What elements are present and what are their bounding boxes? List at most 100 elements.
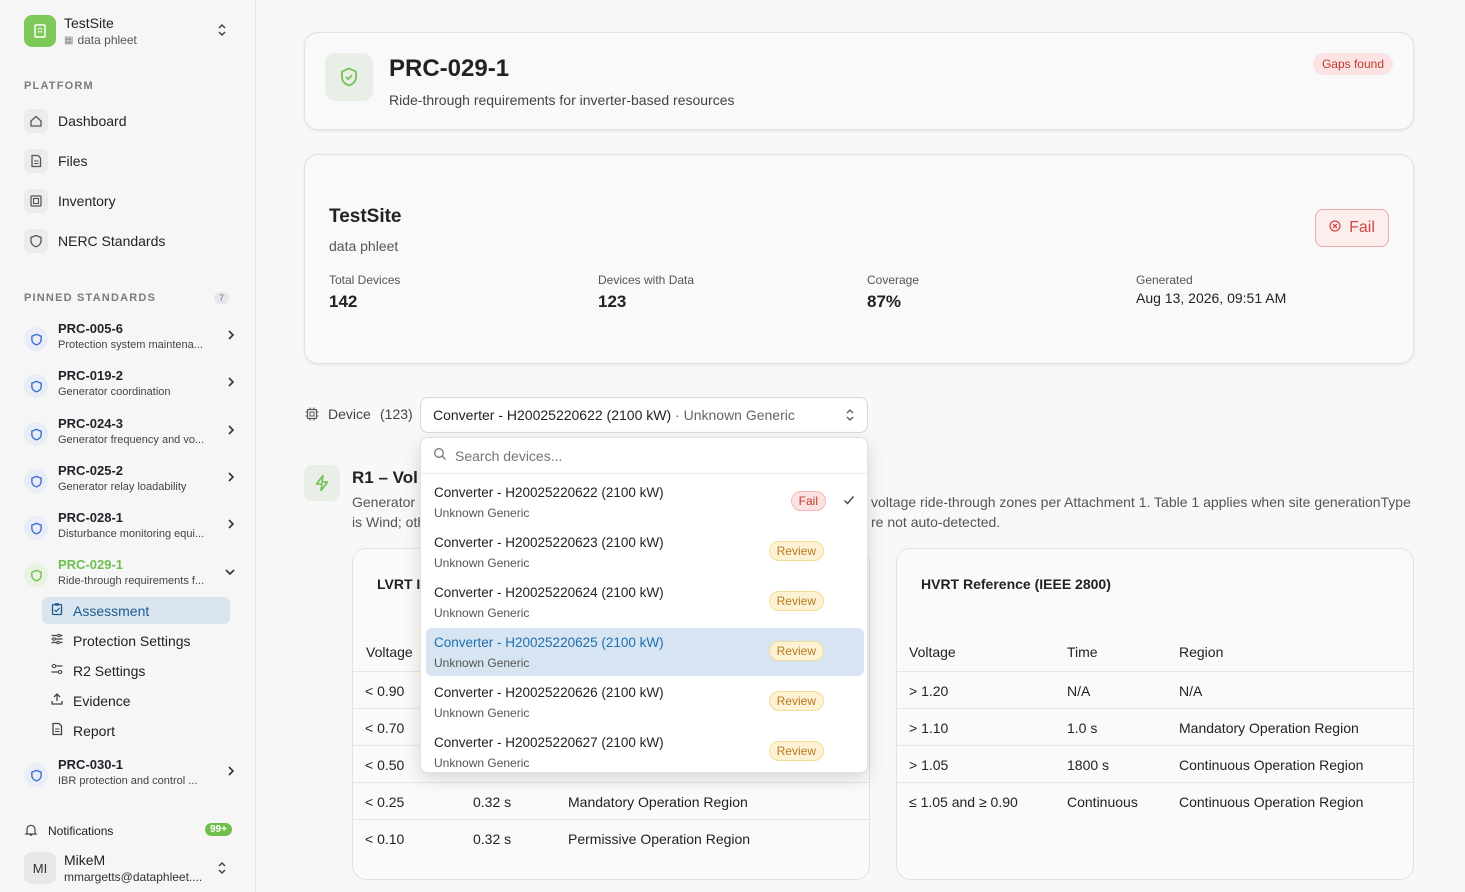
device-option[interactable]: Converter - H20025220623 (2100 kW) Unkno… — [426, 528, 864, 576]
pinned-desc: Disturbance monitoring equi... — [58, 528, 205, 540]
device-option-type: Unknown Generic — [434, 556, 530, 570]
shield-icon — [24, 422, 48, 446]
shield-check-icon — [325, 53, 373, 101]
shield-icon — [24, 516, 48, 540]
hvrt-header-region: Region — [1179, 644, 1224, 660]
shield-icon — [24, 327, 48, 351]
device-select[interactable]: Converter - H20025220622 (2100 kW) · Unk… — [420, 397, 868, 433]
sub-assessment[interactable]: Assessment — [42, 597, 230, 624]
stat-label: Total Devices — [329, 273, 401, 287]
stat-label: Devices with Data — [598, 273, 695, 287]
sliders-icon — [50, 632, 64, 649]
chevron-right-icon — [226, 517, 236, 533]
hvrt-header-time: Time — [1067, 644, 1098, 660]
nav-files[interactable]: Files — [24, 144, 234, 178]
main-content: PRC-029-1 Ride-through requirements for … — [256, 0, 1465, 892]
hvrt-cell-time: Continuous — [1067, 794, 1138, 810]
report-icon — [50, 722, 64, 739]
pinned-prc-005-6[interactable]: PRC-005-6 Protection system maintena... — [24, 321, 238, 361]
fail-status-label: Fail — [1349, 219, 1375, 236]
nav-inventory-label: Inventory — [58, 193, 116, 209]
hvrt-header-voltage: Voltage — [909, 644, 956, 660]
site-org: data phleet — [77, 33, 137, 47]
device-option[interactable]: Converter - H20025220622 (2100 kW) Unkno… — [426, 478, 864, 526]
page-title: PRC-029-1 — [389, 55, 510, 82]
device-option[interactable]: Converter - H20025220625 (2100 kW) Unkno… — [426, 628, 864, 676]
lvrt-cell-voltage: < 0.10 — [365, 831, 405, 847]
site-switcher[interactable]: TestSite ▦ data phleet — [24, 14, 236, 50]
shield-icon — [24, 374, 48, 398]
table-row: < 0.25 0.32 s Mandatory Operation Region — [353, 782, 869, 819]
device-option-name: Converter - H20025220624 (2100 kW) — [434, 585, 664, 600]
pinned-prc-024-3[interactable]: PRC-024-3 Generator frequency and vo... — [24, 416, 238, 456]
device-option-type: Unknown Generic — [434, 606, 530, 620]
device-option-type: Unknown Generic — [434, 706, 530, 720]
pinned-count-badge: 7 — [214, 292, 230, 304]
sub-protection-settings[interactable]: Protection Settings — [42, 627, 230, 654]
pinned-code: PRC-028-1 — [58, 510, 124, 525]
hvrt-title: HVRT Reference (IEEE 2800) — [921, 576, 1111, 592]
device-option[interactable]: Converter - H20025220627 (2100 kW) Unkno… — [426, 728, 864, 772]
nav-inventory[interactable]: Inventory — [24, 184, 234, 218]
r1-desc-2b: re not auto-detected. — [871, 514, 1001, 530]
device-option[interactable]: Converter - H20025220626 (2100 kW) Unkno… — [426, 678, 864, 726]
upload-icon — [50, 692, 64, 709]
chevron-updown-icon — [216, 860, 228, 879]
hvrt-table-card: HVRT Reference (IEEE 2800) Voltage Time … — [896, 548, 1414, 880]
chevron-right-icon — [226, 375, 236, 391]
device-dropdown: Converter - H20025220622 (2100 kW) Unkno… — [420, 437, 868, 773]
hvrt-cell-voltage: > 1.20 — [909, 683, 949, 699]
stat-coverage: 87% — [867, 292, 902, 311]
pinned-desc: Protection system maintena... — [58, 339, 203, 351]
sub-report[interactable]: Report — [42, 717, 230, 744]
device-select-type: Unknown Generic — [683, 407, 795, 423]
stat-label: Generated — [1136, 273, 1193, 287]
r1-desc-1a: Generator — [352, 494, 416, 510]
notifications-label: Notifications — [48, 824, 114, 838]
chevron-right-icon — [226, 470, 236, 486]
pinned-prc-029-1[interactable]: PRC-029-1 Ride-through requirements f... — [24, 557, 238, 597]
nav-dashboard[interactable]: Dashboard — [24, 104, 234, 138]
status-badge: Review — [768, 591, 824, 611]
pinned-prc-019-2[interactable]: PRC-019-2 Generator coordination — [24, 368, 238, 408]
chip-icon — [304, 406, 320, 425]
lvrt-cell-voltage: < 0.70 — [365, 720, 405, 736]
site-name: TestSite — [64, 15, 114, 31]
file-icon — [24, 149, 48, 173]
device-option[interactable]: Converter - H20025220624 (2100 kW) Unkno… — [426, 578, 864, 626]
device-option-type: Unknown Generic — [434, 506, 530, 520]
nav-dashboard-label: Dashboard — [58, 113, 127, 129]
hvrt-cell-time: N/A — [1067, 683, 1091, 699]
check-icon — [842, 493, 856, 510]
hvrt-cell-region: Continuous Operation Region — [1179, 757, 1364, 773]
status-badge: Review — [768, 541, 824, 561]
building-small-icon: ▦ — [64, 34, 74, 46]
table-row: > 1.05 1800 s Continuous Operation Regio… — [897, 745, 1413, 782]
pinned-desc: Ride-through requirements f... — [58, 575, 205, 587]
hvrt-cell-voltage: ≤ 1.05 and ≥ 0.90 — [909, 794, 1018, 810]
pinned-prc-028-1[interactable]: PRC-028-1 Disturbance monitoring equi... — [24, 510, 238, 550]
table-row: ≤ 1.05 and ≥ 0.90 Continuous Continuous … — [897, 782, 1413, 819]
stat-generated: Aug 13, 2026, 09:51 AM — [1136, 290, 1287, 306]
chevron-down-icon — [224, 564, 236, 580]
home-icon — [24, 109, 48, 133]
lvrt-cell-voltage: < 0.50 — [365, 757, 405, 773]
table-row: > 1.20 N/A N/A — [897, 671, 1413, 708]
sub-r2-settings[interactable]: R2 Settings — [42, 657, 230, 684]
lvrt-cell-time: 0.32 s — [473, 831, 512, 847]
lvrt-cell-region: Permissive Operation Region — [568, 831, 751, 847]
notifications-item[interactable]: Notifications 99+ — [24, 822, 234, 842]
hvrt-cell-time: 1.0 s — [1067, 720, 1098, 736]
summary-site-org: data phleet — [329, 238, 399, 254]
device-search-input[interactable] — [455, 447, 835, 464]
nav-nerc-standards[interactable]: NERC Standards — [24, 224, 234, 258]
sub-evidence[interactable]: Evidence — [42, 687, 230, 714]
notifications-count-badge: 99+ — [205, 823, 232, 836]
pinned-code: PRC-024-3 — [58, 416, 124, 431]
pinned-prc-030-1[interactable]: PRC-030-1 IBR protection and control ... — [24, 757, 238, 797]
pinned-prc-025-2[interactable]: PRC-025-2 Generator relay loadability — [24, 463, 238, 503]
pinned-standards-label: PINNED STANDARDS — [24, 292, 157, 304]
sidebar: TestSite ▦ data phleet PLATFORM Dashboar… — [0, 0, 256, 892]
user-menu[interactable]: MI MikeM mmargetts@dataphleet.... — [24, 852, 238, 888]
table-row: < 0.10 0.32 s Permissive Operation Regio… — [353, 819, 869, 856]
